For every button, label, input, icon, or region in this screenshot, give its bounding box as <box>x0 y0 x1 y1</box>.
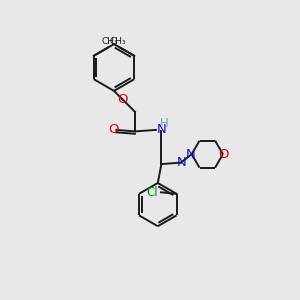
Text: O: O <box>118 93 128 106</box>
Text: N: N <box>157 123 166 136</box>
Text: N: N <box>176 156 186 169</box>
Text: H: H <box>160 117 169 130</box>
Text: CH₃: CH₃ <box>110 38 126 46</box>
Text: O: O <box>108 123 119 136</box>
Text: N: N <box>186 148 196 161</box>
Text: Cl: Cl <box>146 186 158 199</box>
Text: CH₃: CH₃ <box>102 38 119 46</box>
Text: O: O <box>218 148 229 161</box>
